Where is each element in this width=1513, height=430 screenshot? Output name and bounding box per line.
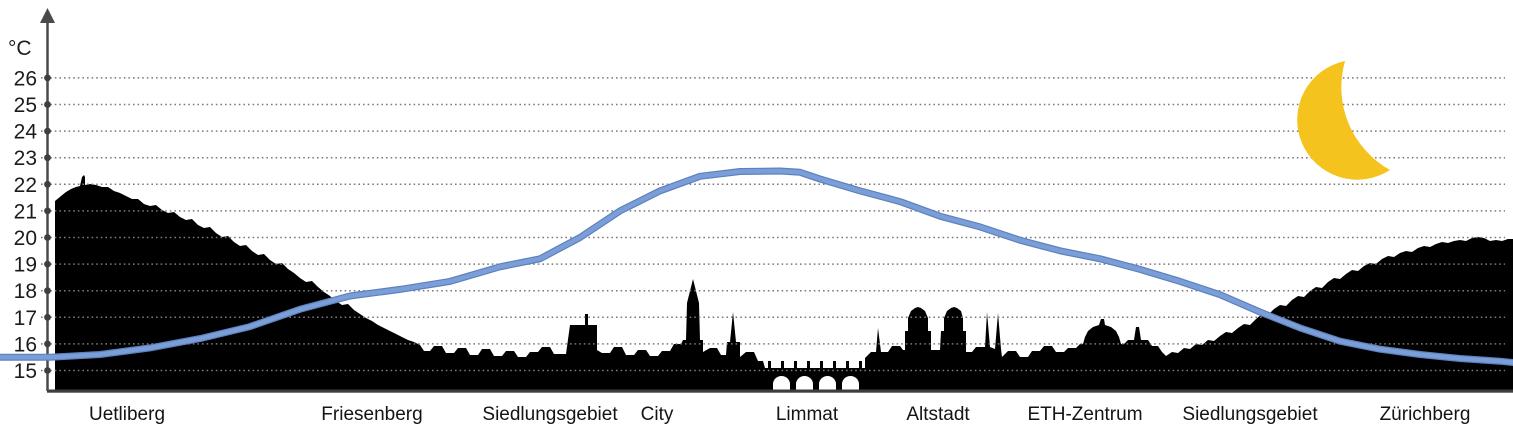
x-axis-label: Limmat [776, 404, 839, 425]
x-axis-label: City [641, 404, 674, 425]
x-axis-label: Siedlungsgebiet [482, 404, 618, 425]
y-tick-label: 21 [14, 200, 37, 223]
y-tick-label: 16 [14, 333, 37, 356]
y-axis-tick-dot [44, 340, 51, 348]
y-tick-label: 17 [14, 307, 37, 330]
bridge-arches [773, 376, 859, 391]
y-tick-label: 15 [14, 360, 37, 383]
y-axis-unit-label: °C [8, 37, 32, 60]
moon-icon [1297, 61, 1390, 180]
x-axis-label: Siedlungsgebiet [1182, 404, 1318, 425]
y-axis-tick-dot [44, 234, 51, 241]
y-axis: °C 26 25 24 23 22 21 20 19 18 17 16 15 [8, 8, 55, 391]
y-axis-ticks: 26 25 24 23 22 21 20 19 18 17 16 15 [14, 67, 51, 383]
y-axis-tick-dot [44, 287, 51, 295]
y-axis-tick-dot [44, 260, 51, 268]
bridge-arch [842, 376, 859, 391]
y-axis-tick-dot [44, 207, 51, 215]
temperature-curve-line [0, 168, 1513, 365]
y-axis-tick-dot [44, 313, 51, 321]
y-axis-arrowhead-icon [40, 8, 55, 23]
x-axis-label: Uetliberg [89, 404, 165, 425]
city-skyline-silhouette [55, 175, 1513, 391]
y-tick-label: 20 [14, 227, 37, 250]
y-tick-label: 23 [14, 147, 37, 170]
y-axis-tick-dot [44, 127, 51, 135]
temperature-curve [0, 167, 1513, 366]
x-axis-baseline [47, 389, 1513, 393]
y-axis-tick-dot [44, 367, 51, 374]
y-axis-tick-dot [44, 154, 51, 162]
y-tick-label: 22 [14, 174, 37, 197]
skyline-path [55, 175, 1513, 391]
y-tick-label: 18 [14, 280, 37, 303]
x-axis-label: Zürichberg [1380, 404, 1471, 425]
bridge-arch [796, 376, 813, 391]
x-axis-label: Friesenberg [321, 404, 422, 425]
x-axis-labels: Uetliberg Friesenberg Siedlungsgebiet City L… [89, 404, 1470, 425]
bridge-arch [819, 376, 836, 391]
y-axis-tick-dot [44, 180, 51, 188]
y-tick-label: 26 [14, 67, 37, 90]
y-tick-label: 24 [14, 121, 38, 144]
y-axis-tick-dot [44, 74, 51, 82]
y-axis-tick-dot [44, 101, 51, 108]
y-tick-label: 25 [14, 94, 37, 117]
x-axis-label: Altstadt [906, 404, 970, 425]
y-tick-label: 19 [14, 254, 37, 277]
bridge-arch [773, 376, 790, 391]
gridlines [41, 77, 1505, 372]
x-axis-label: ETH-Zentrum [1027, 404, 1142, 425]
